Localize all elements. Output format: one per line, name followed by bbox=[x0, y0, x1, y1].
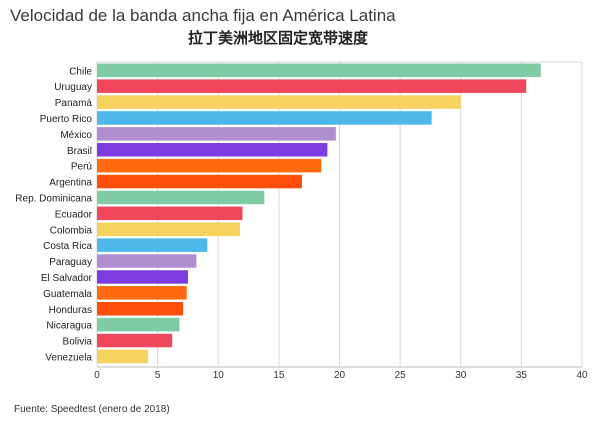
bar bbox=[97, 111, 432, 125]
category-label: Argentina bbox=[49, 178, 92, 189]
category-label: Bolivia bbox=[63, 337, 93, 348]
x-tick-label: 10 bbox=[213, 370, 225, 381]
x-tick-label: 30 bbox=[455, 370, 467, 381]
category-label: Uruguay bbox=[54, 82, 92, 93]
bar bbox=[97, 286, 187, 300]
x-tick-label: 25 bbox=[395, 370, 407, 381]
bar bbox=[97, 143, 328, 157]
bar bbox=[97, 349, 148, 364]
bar bbox=[97, 302, 184, 316]
source-note: Fuente: Speedtest (enero de 2018) bbox=[14, 404, 170, 415]
bar bbox=[97, 79, 527, 93]
category-label: Venezuela bbox=[45, 352, 92, 363]
x-tick-label: 0 bbox=[94, 370, 100, 381]
category-label: Paraguay bbox=[49, 257, 92, 268]
category-label: Nicaragua bbox=[46, 321, 92, 332]
bar bbox=[97, 63, 541, 77]
category-label: Panamá bbox=[55, 98, 93, 109]
category-label: Ecuador bbox=[55, 209, 93, 220]
category-label: El Salvador bbox=[41, 273, 93, 284]
chart-subtitle: 拉丁美洲地区固定宽带速度 bbox=[188, 29, 369, 47]
category-label: México bbox=[60, 130, 92, 141]
category-label: Perú bbox=[71, 162, 92, 173]
bar bbox=[97, 333, 173, 348]
category-label: Honduras bbox=[49, 305, 92, 316]
bar bbox=[97, 206, 243, 221]
bar bbox=[97, 222, 241, 236]
x-tick-label: 5 bbox=[155, 370, 161, 381]
category-label: Rep. Dominicana bbox=[15, 193, 92, 204]
category-label: Costa Rica bbox=[43, 241, 92, 252]
category-label: Brasil bbox=[67, 146, 92, 157]
bar bbox=[97, 254, 197, 268]
bar bbox=[97, 317, 180, 332]
category-label: Guatemala bbox=[43, 289, 92, 300]
category-label: Puerto Rico bbox=[40, 114, 93, 125]
category-label: Colombia bbox=[50, 225, 93, 236]
x-tick-label: 20 bbox=[334, 370, 346, 381]
x-tick-label: 40 bbox=[576, 370, 588, 381]
bar bbox=[97, 127, 336, 141]
category-label: Chile bbox=[69, 66, 92, 77]
chart-title: Velocidad de la banda ancha fija en Amér… bbox=[10, 6, 396, 25]
bar bbox=[97, 174, 302, 189]
bar bbox=[97, 158, 322, 173]
x-tick-label: 35 bbox=[516, 370, 528, 381]
bar bbox=[97, 190, 265, 205]
bar bbox=[97, 95, 461, 109]
bar bbox=[97, 270, 188, 284]
bar bbox=[97, 238, 208, 252]
x-tick-label: 15 bbox=[273, 370, 285, 381]
